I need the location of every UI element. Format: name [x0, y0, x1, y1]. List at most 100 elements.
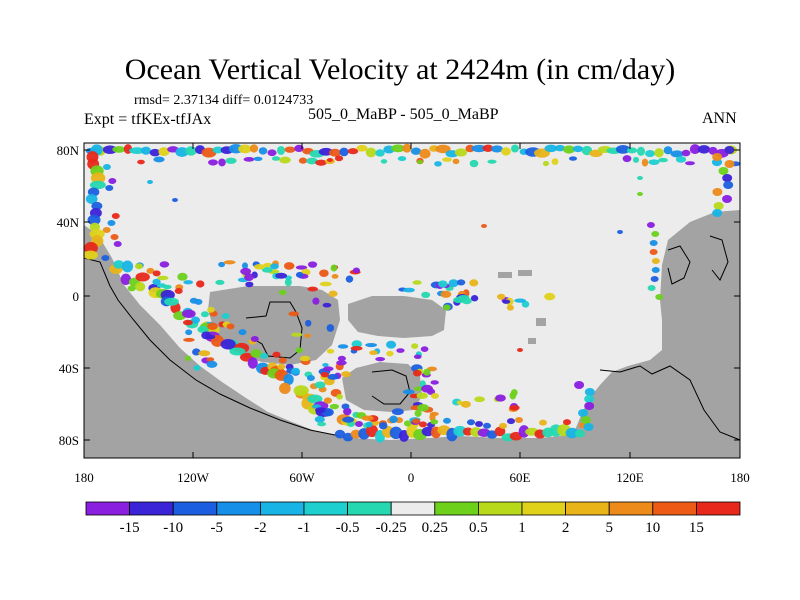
anomaly-blob	[723, 181, 734, 189]
anomaly-blob	[278, 357, 287, 364]
anomaly-blob	[157, 275, 169, 281]
anomaly-blob	[89, 180, 106, 190]
lon-tick-label: 60E	[510, 470, 531, 485]
anomaly-blob	[293, 385, 309, 397]
land-speck	[528, 338, 536, 344]
anomaly-blob	[491, 145, 503, 153]
anomaly-blob	[414, 409, 422, 417]
anomaly-blob	[185, 329, 193, 336]
colorbar-label: 10	[645, 520, 660, 536]
anomaly-blob	[260, 352, 269, 359]
case-label: 505_0_MaBP - 505_0_MaBP	[308, 106, 499, 123]
anomaly-blob	[419, 148, 431, 159]
anomaly-blob	[689, 144, 701, 155]
plot-title: Ocean Vertical Velocity at 2424m (in cm/…	[124, 53, 676, 86]
colorbar-label: 0.25	[422, 520, 448, 536]
anomaly-blob	[417, 403, 429, 412]
coastlines	[83, 235, 741, 441]
anomaly-blob	[474, 396, 485, 403]
lon-tick-label: 120W	[177, 470, 210, 485]
anomaly-blob	[386, 350, 394, 357]
anomaly-blob	[299, 355, 311, 362]
anomaly-blob	[315, 407, 326, 414]
colorbar-swatch	[85, 501, 130, 516]
colorbar-swatch	[259, 501, 305, 516]
anomaly-blob	[584, 395, 595, 403]
anomaly-blob	[469, 279, 479, 287]
anomaly-blob	[291, 332, 303, 337]
anomaly-blob	[215, 279, 225, 285]
anomaly-blob	[153, 156, 165, 163]
anomaly-blob	[218, 261, 226, 268]
anomaly-blob	[417, 160, 423, 164]
colorbar-swatch	[434, 501, 479, 516]
anomaly-blob	[249, 144, 259, 153]
anomaly-blob	[89, 222, 101, 232]
anomaly-blob	[572, 145, 584, 153]
anomaly-blob	[555, 144, 565, 152]
anomaly-blob	[355, 420, 363, 427]
anomaly-blob	[337, 344, 349, 349]
anomaly-blob	[193, 365, 201, 371]
anomaly-blob	[369, 350, 378, 356]
anomaly-blob	[649, 249, 658, 255]
anomaly-blob	[330, 264, 338, 272]
anomaly-blob	[563, 145, 575, 154]
anomaly-blob	[515, 417, 523, 424]
anomaly-blob	[290, 367, 301, 375]
lon-tick-label: 120E	[616, 470, 644, 485]
anomaly-blob	[580, 416, 591, 424]
anomaly-blob	[147, 180, 153, 184]
anomaly-blob	[134, 263, 143, 270]
anomaly-blob	[412, 369, 422, 377]
anomaly-blob	[637, 192, 643, 196]
anomaly-blob	[442, 157, 452, 162]
anomaly-blob	[342, 432, 354, 442]
anomaly-blob	[584, 402, 595, 410]
anomaly-blob	[361, 415, 374, 421]
anomaly-blob	[277, 363, 286, 370]
anomaly-blob	[544, 292, 556, 301]
anomaly-blob	[182, 319, 193, 326]
lon-tick-label: 60W	[289, 470, 315, 485]
anomaly-blob	[416, 392, 428, 399]
anomaly-blob	[426, 388, 436, 395]
anomaly-blob	[197, 325, 208, 334]
anomaly-blob	[448, 279, 459, 288]
colorbar-swatch	[172, 501, 218, 516]
colorbar-swatch	[652, 501, 697, 516]
anomaly-blob	[120, 273, 132, 285]
anomaly-blob	[453, 296, 465, 304]
anomaly-blob	[712, 188, 723, 196]
anomaly-blob	[326, 348, 335, 354]
anomaly-blob	[421, 291, 431, 299]
anomaly-blob	[397, 156, 407, 162]
anomaly-blob	[111, 213, 120, 219]
anomaly-blob	[177, 272, 188, 281]
anomaly-blob	[563, 419, 571, 426]
anomaly-blob	[250, 335, 259, 342]
anomaly-blob	[263, 262, 273, 268]
anomaly-blob	[298, 157, 308, 164]
anomaly-blob	[343, 408, 352, 416]
anomaly-blob	[341, 371, 351, 378]
anomaly-blob	[283, 262, 295, 270]
lon-tick-label: 0	[408, 470, 415, 485]
colorbar-swatch	[608, 501, 654, 516]
anomaly-blob	[238, 144, 252, 154]
anomaly-blob	[135, 272, 150, 282]
anomaly-blob	[253, 156, 263, 161]
anomaly-blob	[261, 266, 273, 273]
colorbar-label: -10	[163, 520, 183, 536]
anomaly-blob	[574, 429, 586, 438]
colorbar-label: 5	[605, 520, 613, 536]
anomaly-blob	[409, 393, 419, 399]
anomaly-blob	[240, 267, 252, 275]
lat-tick-label: 40N	[57, 215, 80, 230]
anomaly-blob	[317, 422, 327, 427]
colorbar-label: -15	[120, 520, 140, 536]
land-speck	[536, 318, 546, 326]
anomaly-blob	[574, 381, 585, 389]
anomaly-blob	[319, 269, 329, 277]
anomaly-blob	[685, 161, 695, 166]
